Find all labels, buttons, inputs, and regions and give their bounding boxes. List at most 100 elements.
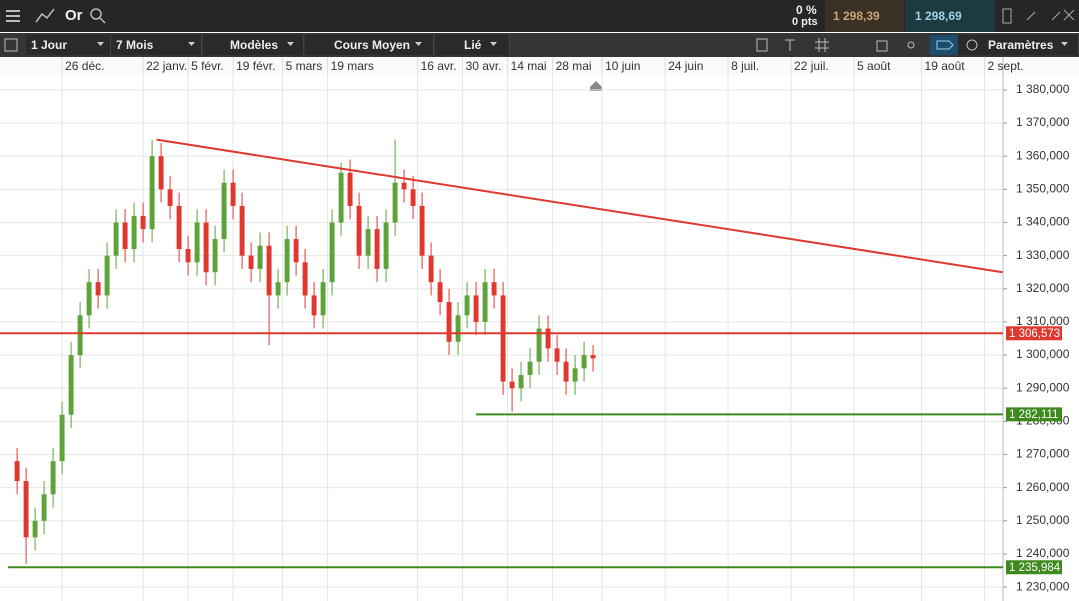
candle-body <box>131 215 137 250</box>
toolbar: 1 Jour 7 Mois Modèles Cours Moyen Lié Pa… <box>0 33 1079 57</box>
candle-body <box>545 328 551 349</box>
candle-body <box>392 182 398 223</box>
level-label-bg <box>1006 560 1062 575</box>
grid <box>0 75 1003 601</box>
x-tick-label: 30 avr. <box>466 59 502 73</box>
candle-body <box>410 189 416 206</box>
candle-body <box>518 374 524 389</box>
link-dropdown[interactable]: Lié <box>435 35 510 55</box>
candle-body <box>455 315 461 342</box>
candle-body <box>473 295 479 322</box>
change-pct: 0 % <box>796 3 817 17</box>
scroll-marker[interactable] <box>590 81 602 91</box>
candle-body <box>275 282 281 296</box>
candle-body <box>185 249 191 263</box>
y-tick-label: 1 250,000 <box>1016 513 1070 527</box>
candle-body <box>437 282 443 303</box>
candle-body <box>554 348 560 362</box>
candle-body <box>500 295 506 382</box>
link: Lié <box>464 38 482 52</box>
x-tick-label: 16 avr. <box>421 59 457 73</box>
candle-body <box>572 368 578 382</box>
x-tick-label: 19 août <box>925 59 966 73</box>
candle-body <box>158 156 164 190</box>
y-tick-label: 1 320,000 <box>1016 281 1070 295</box>
y-tick-label: 1 230,000 <box>1016 579 1070 593</box>
candle-body <box>113 222 119 256</box>
level-label-bg <box>1006 326 1062 341</box>
y-tick-label: 1 350,000 <box>1016 182 1070 196</box>
level-label-bg <box>1006 407 1062 422</box>
candle-body <box>194 222 200 263</box>
search-icon[interactable] <box>88 6 108 26</box>
candle-body <box>95 282 101 296</box>
y-tick-label: 1 330,000 <box>1016 248 1070 262</box>
sell-price: 1 298,39 <box>833 9 880 23</box>
settings-dropdown[interactable]: Paramètres <box>958 35 1079 55</box>
candle-body <box>293 239 299 263</box>
candle-body <box>320 282 326 316</box>
date-axis-bg <box>0 57 1079 75</box>
candle-body <box>356 205 362 256</box>
candle-body <box>41 494 47 521</box>
candle-body <box>221 182 227 240</box>
candle-body <box>257 245 263 269</box>
y-tick-label: 1 300,000 <box>1016 347 1070 361</box>
x-tick-label: 5 févr. <box>191 59 224 73</box>
y-tick-label: 1 260,000 <box>1016 480 1070 494</box>
level-label: 1 282,111 <box>1009 409 1058 421</box>
candle-body <box>446 302 452 342</box>
price-type: Cours Moyen <box>334 38 411 52</box>
x-tick-label: 2 sept. <box>988 59 1024 73</box>
candle-body <box>482 282 488 322</box>
price-dropdown[interactable]: Cours Moyen <box>305 35 434 55</box>
x-tick-label: 8 juil. <box>731 59 759 73</box>
trend-line <box>156 138 1003 274</box>
candle-body <box>77 315 83 356</box>
candle-body <box>212 239 218 273</box>
x-tick-label: 5 mars <box>286 59 323 73</box>
top-bar: Or 0 % 0 pts 1 298,39 1 298,69 <box>0 0 1079 32</box>
level-label: 1 306,573 <box>1009 328 1060 340</box>
x-tick-label: 10 juin <box>605 59 640 73</box>
candle-body <box>590 355 596 359</box>
x-tick-label: 22 janv. <box>146 59 187 73</box>
change-pts: 0 pts <box>792 16 818 28</box>
menu-icons[interactable] <box>0 0 60 32</box>
buy-price: 1 298,69 <box>915 9 962 23</box>
range: 7 Mois <box>116 38 154 52</box>
candle-body <box>428 255 434 283</box>
settings: Paramètres <box>988 38 1054 52</box>
interval-dropdown[interactable]: 1 Jour <box>26 35 111 55</box>
interval: 1 Jour <box>31 38 68 52</box>
x-tick-label: 28 mai <box>556 59 592 73</box>
x-tick-label: 19 mars <box>331 59 374 73</box>
candle-body <box>302 262 308 296</box>
candle-body <box>419 205 425 256</box>
x-tick-label: 5 août <box>857 59 891 73</box>
candle-body <box>32 520 38 538</box>
candle-body <box>14 461 20 482</box>
patterns: Modèles <box>230 38 279 52</box>
candle-body <box>149 156 155 230</box>
y-tick-label: 1 240,000 <box>1016 546 1070 560</box>
window-icons[interactable] <box>1000 0 1079 32</box>
y-tick-label: 1 270,000 <box>1016 447 1070 461</box>
sell-button[interactable]: 1 298,39 <box>825 0 904 32</box>
candle-body <box>122 222 128 250</box>
candle-body <box>248 255 254 269</box>
candle-body <box>23 481 29 538</box>
candle-body <box>311 295 317 316</box>
y-tick-label: 1 360,000 <box>1016 148 1070 162</box>
candle-body <box>230 182 236 206</box>
buy-button[interactable]: 1 298,69 <box>905 0 995 32</box>
y-tick-label: 1 340,000 <box>1016 215 1070 229</box>
range-dropdown[interactable]: 7 Mois <box>111 35 202 55</box>
x-tick-label: 24 juin <box>668 59 703 73</box>
candle-body <box>581 355 587 369</box>
candle-body <box>86 282 92 316</box>
patterns-dropdown[interactable]: Modèles <box>203 35 304 55</box>
x-tick-label: 26 déc. <box>65 59 104 73</box>
candle-body <box>509 381 515 389</box>
